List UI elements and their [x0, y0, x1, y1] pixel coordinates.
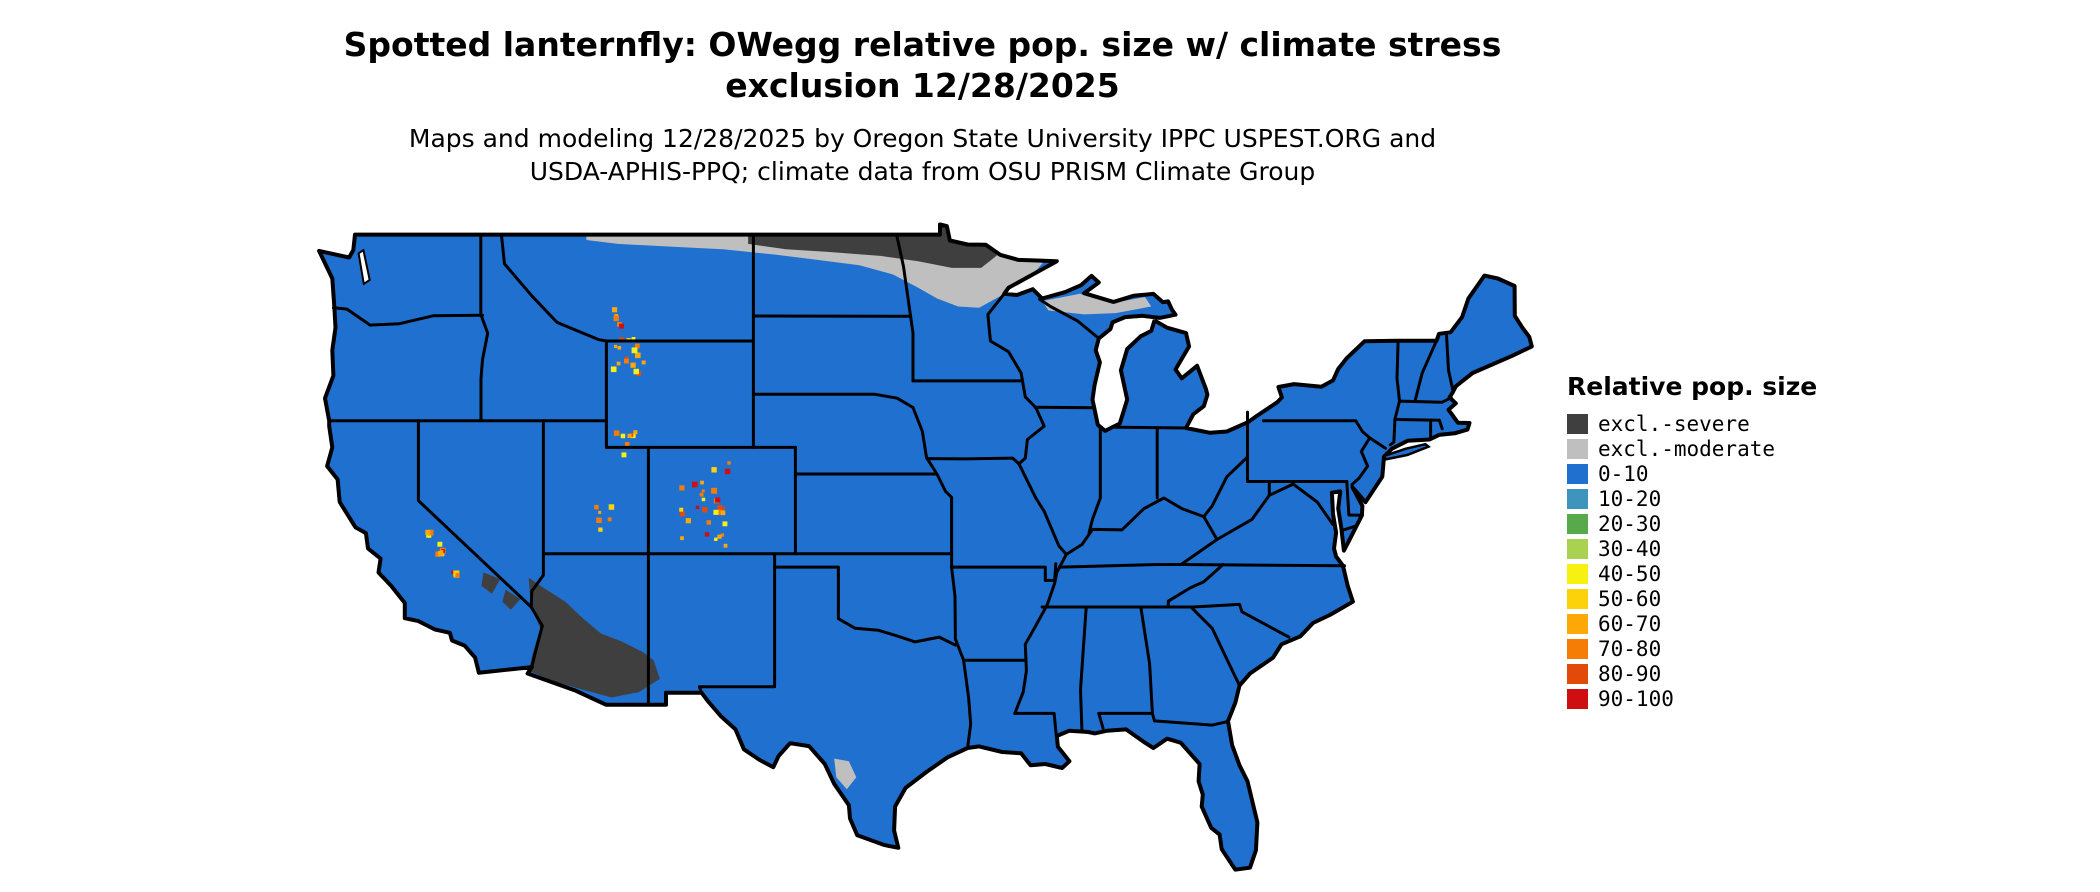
- legend-item-label: 0-10: [1598, 461, 1649, 486]
- legend-item-label: 50-60: [1598, 586, 1662, 611]
- legend-item-label: 60-70: [1598, 611, 1662, 636]
- legend-items: excl.-severe excl.-moderate 0-10 10-20 2…: [1567, 411, 1867, 711]
- header: Spotted lanternfly: OWegg relative pop. …: [0, 24, 1845, 188]
- legend-color-swatch: [1567, 688, 1588, 709]
- legend-item-label: 70-80: [1598, 636, 1662, 661]
- legend-item: 70-80: [1567, 636, 1867, 661]
- legend-item-label: 90-100: [1598, 686, 1674, 711]
- legend-color-swatch: [1567, 488, 1588, 509]
- legend-item-label: 20-30: [1598, 511, 1662, 536]
- legend-item-label: 80-90: [1598, 661, 1662, 686]
- map-title-line2: exclusion 12/28/2025: [725, 66, 1120, 105]
- long-island: [1382, 442, 1432, 461]
- legend-color-swatch: [1567, 513, 1588, 534]
- legend-item: excl.-severe: [1567, 411, 1867, 436]
- legend-color-swatch: [1567, 463, 1588, 484]
- state-borders: [327, 233, 1455, 750]
- legend-color-swatch: [1567, 563, 1588, 584]
- legend-item: 0-10: [1567, 461, 1867, 486]
- legend-color-swatch: [1567, 588, 1588, 609]
- conus-outline: [317, 222, 1534, 872]
- legend-item: 90-100: [1567, 686, 1867, 711]
- legend-item-label: excl.-moderate: [1598, 436, 1776, 461]
- legend-color-swatch: [1567, 638, 1588, 659]
- us-map: [317, 222, 1534, 872]
- legend-item-label: 10-20: [1598, 486, 1662, 511]
- legend-item-label: 30-40: [1598, 536, 1662, 561]
- legend: Relative pop. size excl.-severe excl.-mo…: [1567, 372, 1867, 711]
- legend-title: Relative pop. size: [1567, 372, 1818, 401]
- map-subtitle-line2: USDA-APHIS-PPQ; climate data from OSU PR…: [529, 157, 1316, 186]
- legend-item: 30-40: [1567, 536, 1867, 561]
- puget-sound: [357, 248, 371, 286]
- legend-color-swatch: [1567, 663, 1588, 684]
- legend-item: excl.-moderate: [1567, 436, 1867, 461]
- legend-color-swatch: [1567, 538, 1588, 559]
- legend-item: 40-50: [1567, 561, 1867, 586]
- legend-color-swatch: [1567, 613, 1588, 634]
- legend-item: 80-90: [1567, 661, 1867, 686]
- legend-item-label: excl.-severe: [1598, 411, 1750, 436]
- map-title-line1: Spotted lanternfly: OWegg relative pop. …: [343, 25, 1502, 64]
- legend-item: 60-70: [1567, 611, 1867, 636]
- map-subtitle-line1: Maps and modeling 12/28/2025 by Oregon S…: [408, 124, 1437, 153]
- legend-item: 20-30: [1567, 511, 1867, 536]
- legend-item-label: 40-50: [1598, 561, 1662, 586]
- map-area: [305, 220, 1545, 880]
- legend-color-swatch: [1567, 413, 1588, 434]
- map-subtitle: Maps and modeling 12/28/2025 by Oregon S…: [0, 122, 1845, 188]
- legend-item: 50-60: [1567, 586, 1867, 611]
- legend-item: 10-20: [1567, 486, 1867, 511]
- conus-landmass: [319, 224, 1532, 870]
- legend-color-swatch: [1567, 438, 1588, 459]
